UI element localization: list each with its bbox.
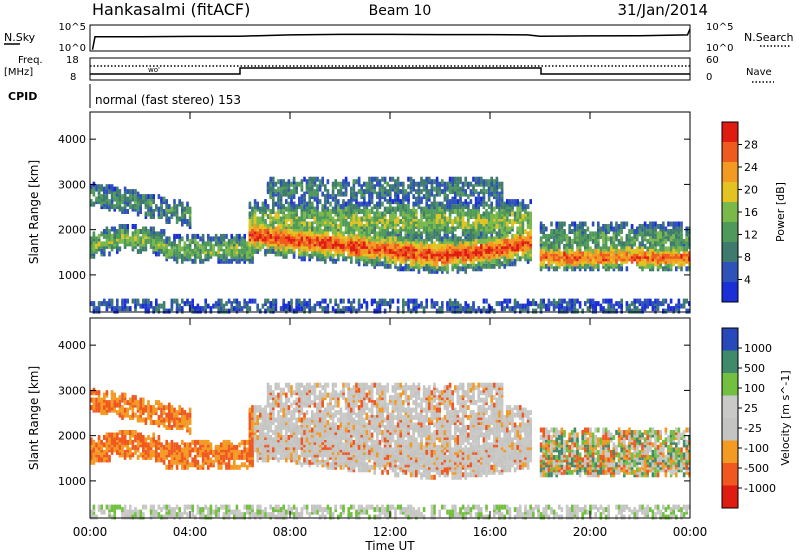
colorbar-segment <box>722 262 738 282</box>
colorbar-segment <box>722 485 738 508</box>
colorbar-segment <box>722 142 738 162</box>
colorbar-tick-label: 100 <box>744 382 765 395</box>
power-colorbar: 4 8 12 16 20 24 28 <box>721 121 758 303</box>
colorbar-segment <box>722 282 738 302</box>
colorbar-segment <box>722 463 738 486</box>
colorbar-segment <box>722 440 738 463</box>
colorbar-tick-label: -1000 <box>744 482 776 495</box>
cpid-label: CPID <box>8 90 37 103</box>
power-panel: Slant Range [km] 1000 2000 3000 4000 <box>27 111 691 314</box>
noise-panel: N.Sky 10^5 10^0 10^5 10^0 N.Search <box>4 22 794 54</box>
cpid-text: normal (fast stereo) 153 <box>95 93 241 107</box>
colorbar-segment <box>722 328 738 351</box>
velocity-colorbar: -1000 -500 -100 -25 25 100 500 1000 <box>721 327 776 509</box>
x-tick-label: 00:00 <box>73 525 108 539</box>
noise-left-tick-high: 10^5 <box>59 22 86 33</box>
x-tick-label: 00:00 <box>673 525 708 539</box>
colorbar-tick-label: 1000 <box>744 342 772 355</box>
colorbar-tick-label: 500 <box>744 362 765 375</box>
colorbar-tick-label: 28 <box>744 139 758 152</box>
noise-right-tick-high: 10^5 <box>706 22 733 33</box>
colorbar-segment <box>722 418 738 441</box>
y-tick-label: 2000 <box>58 430 86 443</box>
freq-left-tick-low: 8 <box>70 72 76 83</box>
freq-unit-label: [MHz] <box>4 67 33 78</box>
velocity-colorbar-label: Velocity [m s^-1] <box>779 370 792 465</box>
x-tick-label: 04:00 <box>173 525 208 539</box>
colorbar-tick-label: 25 <box>744 402 758 415</box>
freq-label: Freq. <box>18 55 43 66</box>
y-tick-label: 1000 <box>58 269 86 282</box>
colorbar-segment <box>722 395 738 418</box>
colorbar-segment <box>722 202 738 222</box>
colorbar-segment <box>722 122 738 142</box>
colorbar-tick-label: 12 <box>744 229 758 242</box>
colorbar-tick-label: -500 <box>744 462 769 475</box>
power-ylabel: Slant Range [km] <box>27 160 41 264</box>
y-tick-label: 4000 <box>58 133 86 146</box>
y-tick-label: 2000 <box>58 224 86 237</box>
x-axis: 00:00 04:00 08:00 12:00 16:00 20:00 00:00 <box>73 112 708 539</box>
nsky-label: N.Sky <box>4 31 36 44</box>
colorbar-segment <box>722 162 738 182</box>
colorbar-segment <box>722 350 738 373</box>
colorbar-tick-label: 20 <box>744 184 758 197</box>
velocity-panel: Slant Range [km] 1000 2000 3000 4000 <box>27 317 691 520</box>
x-tick-label: 20:00 <box>573 525 608 539</box>
colorbar-segment <box>722 373 738 396</box>
freq-left-tick-high: 18 <box>66 55 79 66</box>
y-tick-label: 3000 <box>58 384 86 397</box>
y-tick-label: 3000 <box>58 178 86 191</box>
x-tick-label: 08:00 <box>273 525 308 539</box>
date-title: 31/Jan/2014 <box>618 1 709 19</box>
colorbar-tick-label: -25 <box>744 422 762 435</box>
colorbar-frame <box>721 327 739 509</box>
noise-right-tick-low: 10^0 <box>706 43 733 54</box>
freq-spike-marker: wo' <box>148 66 160 74</box>
colorbar-tick-label: 24 <box>744 161 758 174</box>
y-tick-label: 1000 <box>58 475 86 488</box>
colorbar-segment <box>722 242 738 262</box>
frequency-panel: Freq. [MHz] 18 8 60 0 Nave wo' <box>4 55 774 83</box>
colorbar-tick-label: 8 <box>744 251 751 264</box>
freq-right-tick-high: 60 <box>706 55 719 66</box>
colorbar-tick-label: 4 <box>744 274 751 287</box>
beam-title: Beam 10 <box>369 3 432 19</box>
station-title: Hankasalmi (fitACF) <box>92 0 250 19</box>
y-tick-label: 4000 <box>58 339 86 352</box>
velocity-ylabel: Slant Range [km] <box>27 366 41 470</box>
frequency-series-line <box>90 67 690 75</box>
x-tick-label: 12:00 <box>373 525 408 539</box>
freq-right-tick-low: 0 <box>706 72 712 83</box>
x-tick-label: 16:00 <box>473 525 508 539</box>
colorbar-segment <box>722 222 738 242</box>
nsearch-label: N.Search <box>744 31 794 44</box>
nave-label: Nave <box>746 67 772 78</box>
nsky-series-line <box>91 28 691 50</box>
colorbar-segment <box>722 182 738 202</box>
colorbar-tick-label: 16 <box>744 206 758 219</box>
noise-left-tick-low: 10^0 <box>59 43 86 54</box>
x-axis-title: Time UT <box>364 539 415 553</box>
power-colorbar-label: Power [dB] <box>774 182 787 242</box>
colorbar-tick-label: -100 <box>744 442 769 455</box>
